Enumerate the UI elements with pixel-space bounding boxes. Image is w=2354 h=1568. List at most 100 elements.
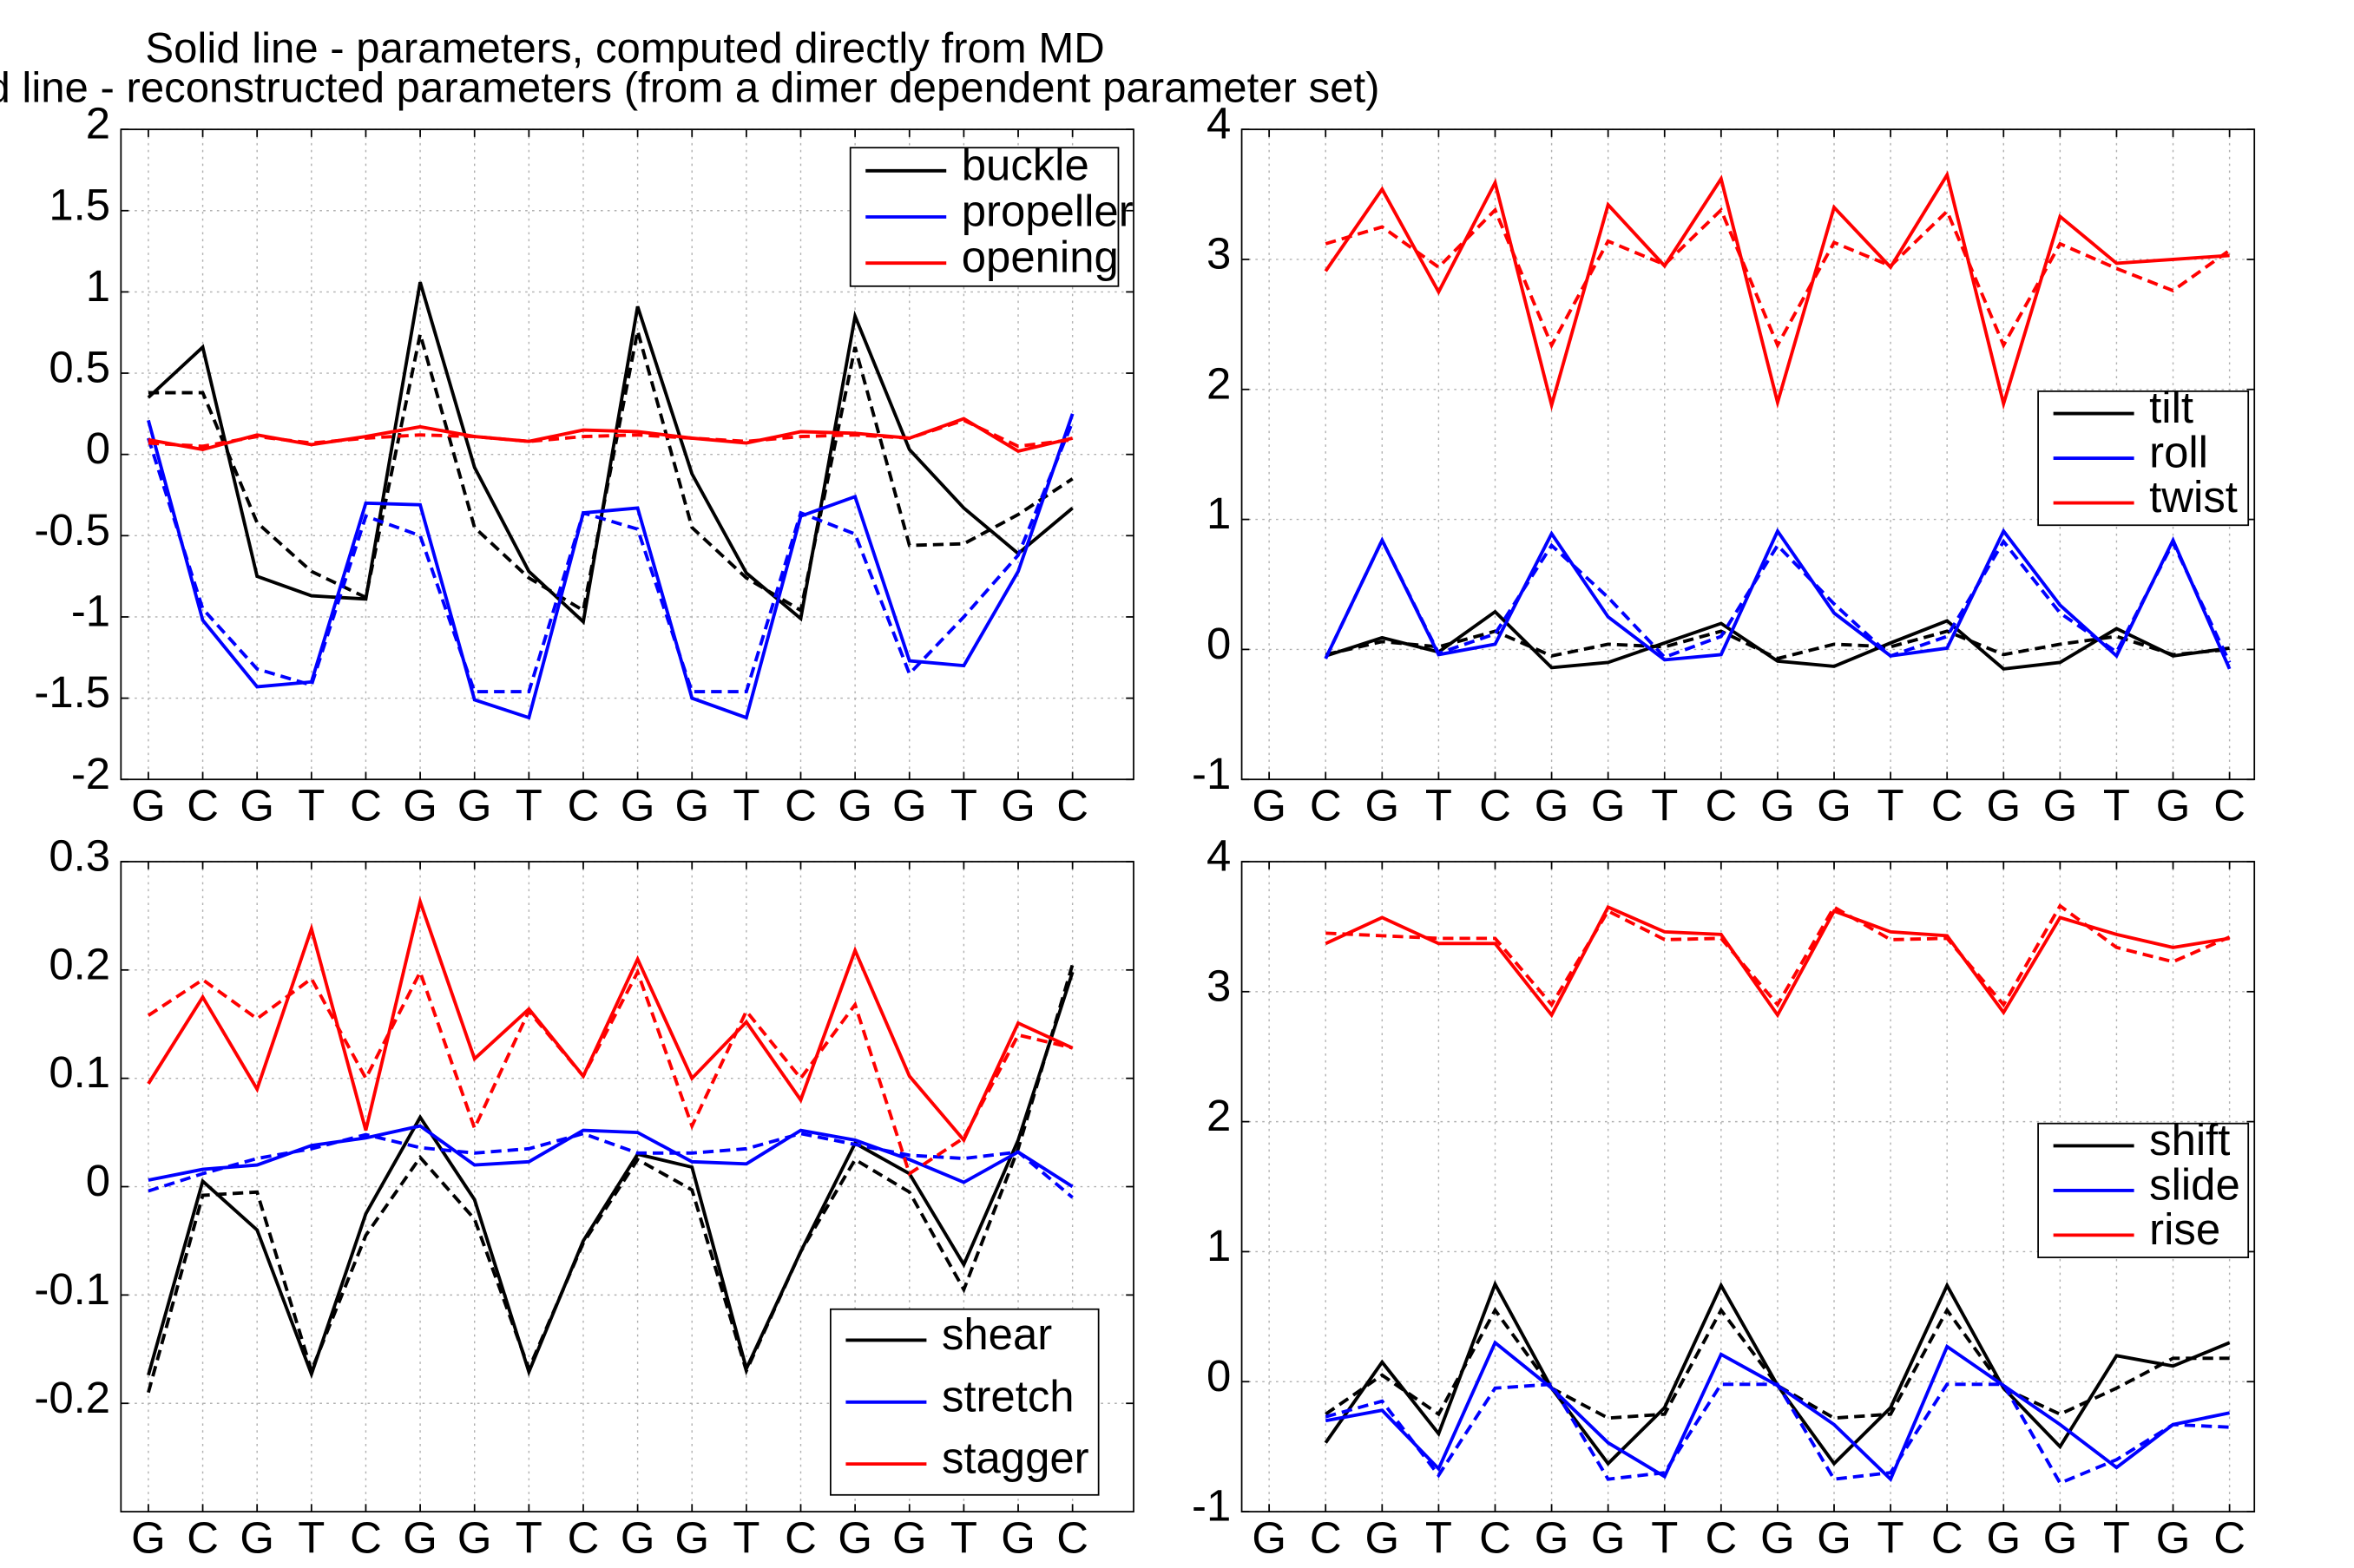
- y-tick-label: 0.2: [49, 939, 110, 988]
- axes-frame: [1240, 128, 2256, 781]
- legend-label-buckle: buckle: [962, 140, 1089, 189]
- x-tick-label: G: [240, 781, 274, 830]
- x-tick-label: G: [2156, 1512, 2191, 1562]
- x-tick-label: C: [1705, 1512, 1737, 1562]
- legend-label-tilt: tilt: [2149, 383, 2193, 432]
- x-tick-label: G: [1001, 1512, 1036, 1562]
- x-tick-label: C: [1310, 781, 1342, 830]
- legend-label-slide: slide: [2149, 1159, 2240, 1209]
- legend-label-roll: roll: [2149, 428, 2208, 477]
- x-tick-label: C: [2213, 1512, 2246, 1562]
- panel-bp-translations: G C G T C G G T C G G T C G G T G C-0.2-0.100.10.20.3shea…: [34, 830, 1134, 1562]
- y-tick-label: 0.3: [49, 830, 110, 880]
- x-tick-label: T: [1651, 1512, 1678, 1562]
- y-tick-label: -1: [1192, 1481, 1231, 1531]
- x-tick-label: C: [568, 781, 600, 830]
- series-line-twist-md: [1324, 170, 2230, 412]
- series-line-shear-md: [147, 971, 1075, 1380]
- x-tick-label: G: [1986, 781, 2021, 830]
- x-tick-label: G: [838, 1512, 872, 1562]
- axes-frame: [1240, 861, 2256, 1512]
- x-tick-label: T: [950, 1512, 977, 1562]
- x-tick-label: G: [2043, 781, 2078, 830]
- x-tick-label: G: [1535, 781, 1569, 830]
- y-tick-label: 2: [86, 99, 110, 148]
- series-line-stretch-reconstructed: [148, 1132, 1074, 1199]
- series-line-rise-md: [1325, 904, 2230, 1019]
- x-tick-label: G: [1001, 781, 1036, 830]
- x-tick-label: G: [892, 781, 927, 830]
- legend-label-stretch: stretch: [942, 1371, 1075, 1420]
- x-tick-label: C: [187, 781, 219, 830]
- x-tick-label: G: [1591, 1512, 1626, 1562]
- legend-label-rise: rise: [2149, 1204, 2220, 1254]
- legend-label-twist: twist: [2149, 472, 2238, 522]
- x-tick-label: T: [2103, 1512, 2130, 1562]
- x-tick-label: G: [457, 1512, 492, 1562]
- series-line-opening-reconstructed: [148, 418, 1073, 449]
- x-tick-label: G: [457, 781, 492, 830]
- x-tick-label: G: [1252, 1512, 1286, 1562]
- x-tick-label: T: [950, 781, 977, 830]
- y-tick-label: 3: [1207, 961, 1231, 1010]
- x-tick-label: G: [1365, 1512, 1400, 1562]
- x-tick-label: G: [674, 1512, 709, 1562]
- y-tick-label: -1: [1192, 749, 1231, 798]
- x-tick-label: T: [2103, 781, 2130, 830]
- y-tick-label: -1: [71, 586, 110, 635]
- figure-title-line-2: dashed line - reconstructed parameters (…: [0, 65, 1379, 112]
- x-tick-label: C: [187, 1512, 219, 1562]
- x-tick-label: T: [298, 781, 325, 830]
- y-tick-label: 0: [86, 423, 110, 473]
- x-tick-label: C: [2213, 781, 2246, 830]
- x-tick-label: C: [785, 781, 817, 830]
- y-tick-label: 0.5: [49, 343, 110, 392]
- x-tick-label: G: [838, 781, 872, 830]
- series-line-rise-reconstructed: [1325, 903, 2231, 1008]
- y-tick-label: -1.5: [34, 667, 110, 717]
- x-tick-label: G: [1252, 781, 1286, 830]
- y-tick-label: 2: [1207, 1091, 1231, 1140]
- y-tick-label: 0: [1207, 619, 1231, 668]
- figure-title-line-1: Solid line - parameters, computed direct…: [145, 25, 1104, 72]
- x-tick-label: G: [674, 781, 709, 830]
- x-tick-label: G: [1817, 781, 1851, 830]
- x-tick-label: G: [131, 1512, 166, 1562]
- series-line-tilt-md: [1325, 609, 2230, 671]
- series-line-twist-reconstructed: [1325, 207, 2231, 350]
- x-tick-label: G: [1760, 1512, 1795, 1562]
- series-line-buckle-reconstructed: [148, 330, 1074, 613]
- x-tick-label: G: [403, 1512, 437, 1562]
- x-tick-label: C: [1056, 1512, 1088, 1562]
- x-tick-label: T: [733, 781, 759, 830]
- y-tick-label: 1: [86, 261, 110, 311]
- y-tick-label: -0.2: [34, 1373, 110, 1422]
- x-tick-label: G: [1986, 1512, 2021, 1562]
- legend-label-shear: shear: [942, 1309, 1052, 1359]
- x-tick-label: G: [621, 1512, 655, 1562]
- x-tick-label: G: [403, 781, 437, 830]
- x-tick-label: G: [131, 781, 166, 830]
- series-line-roll-reconstructed: [1324, 536, 2232, 664]
- legend-label-propeller: propeller: [962, 187, 1134, 236]
- y-tick-label: -0.1: [34, 1264, 110, 1314]
- x-tick-label: G: [2043, 1512, 2078, 1562]
- x-tick-label: C: [1931, 781, 1963, 830]
- y-tick-label: 1: [1207, 1221, 1231, 1270]
- x-tick-label: C: [350, 1512, 382, 1562]
- y-tick-label: 0: [1207, 1351, 1231, 1401]
- x-tick-label: G: [621, 781, 655, 830]
- x-tick-label: C: [1931, 1512, 1963, 1562]
- y-tick-label: 4: [1207, 830, 1231, 880]
- series-line-propeller-reconstructed: [147, 421, 1075, 694]
- x-tick-label: G: [1535, 1512, 1569, 1562]
- x-tick-label: C: [1310, 1512, 1342, 1562]
- x-tick-label: G: [240, 1512, 274, 1562]
- x-tick-label: C: [1479, 1512, 1511, 1562]
